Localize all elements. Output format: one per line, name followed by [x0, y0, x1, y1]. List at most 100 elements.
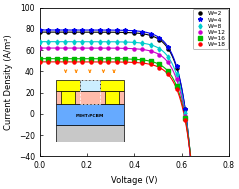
W=18 — [64, 61, 67, 63]
W=4 — [90, 29, 92, 31]
W=16 — [115, 58, 118, 60]
W=18 — [98, 61, 101, 63]
W=12 — [175, 78, 178, 80]
W=2 — [158, 39, 161, 41]
W=12 — [150, 50, 152, 52]
W=4 — [38, 29, 41, 31]
W=12 — [55, 47, 58, 49]
W=2 — [124, 31, 127, 34]
W=12 — [124, 47, 127, 50]
W=12 — [38, 47, 41, 49]
W=16 — [90, 57, 92, 60]
W=4 — [184, 108, 187, 110]
W=12 — [64, 47, 67, 49]
W=16 — [167, 70, 169, 72]
W=18 — [132, 61, 135, 64]
W=4 — [150, 33, 152, 35]
W=8 — [132, 41, 135, 43]
W=16 — [81, 57, 84, 60]
W=2 — [98, 31, 101, 33]
W=2 — [38, 31, 41, 33]
W=2 — [167, 47, 169, 50]
W=18 — [47, 61, 50, 63]
Line: W=16: W=16 — [38, 57, 221, 189]
W=4 — [175, 65, 178, 68]
W=4 — [158, 37, 161, 39]
W=12 — [115, 47, 118, 49]
W=2 — [107, 31, 110, 33]
W=18 — [192, 187, 195, 189]
W=16 — [107, 58, 110, 60]
W=4 — [115, 29, 118, 31]
W=8 — [72, 40, 75, 43]
W=8 — [184, 112, 187, 114]
W=16 — [64, 57, 67, 60]
W=18 — [72, 61, 75, 63]
W=12 — [47, 47, 50, 49]
W=4 — [47, 29, 50, 31]
W=4 — [141, 30, 144, 33]
W=16 — [47, 57, 50, 60]
W=16 — [55, 57, 58, 60]
W=4 — [81, 29, 84, 31]
W=8 — [141, 42, 144, 44]
W=4 — [124, 29, 127, 31]
W=2 — [81, 31, 84, 33]
W=16 — [158, 63, 161, 66]
Line: W=18: W=18 — [38, 60, 221, 189]
W=18 — [167, 73, 169, 75]
W=16 — [192, 186, 195, 188]
W=4 — [72, 29, 75, 31]
W=4 — [107, 29, 110, 31]
Line: W=4: W=4 — [38, 28, 222, 189]
W=8 — [107, 41, 110, 43]
W=16 — [98, 58, 101, 60]
Y-axis label: Current Density (A/m²): Current Density (A/m²) — [4, 34, 13, 130]
W=12 — [141, 48, 144, 51]
W=4 — [132, 30, 135, 32]
W=2 — [115, 31, 118, 33]
W=18 — [115, 61, 118, 63]
W=4 — [55, 29, 58, 31]
W=16 — [132, 58, 135, 60]
W=2 — [64, 31, 67, 33]
W=2 — [47, 31, 50, 33]
W=18 — [184, 119, 187, 121]
W=18 — [38, 61, 41, 63]
W=18 — [124, 61, 127, 63]
W=12 — [72, 47, 75, 49]
W=12 — [107, 47, 110, 49]
W=8 — [167, 56, 169, 58]
W=12 — [81, 47, 84, 49]
W=16 — [124, 58, 127, 60]
W=4 — [64, 29, 67, 31]
W=8 — [38, 40, 41, 43]
W=18 — [55, 61, 58, 63]
W=8 — [124, 41, 127, 43]
W=18 — [175, 88, 178, 90]
W=2 — [72, 31, 75, 33]
W=8 — [64, 40, 67, 43]
W=2 — [150, 34, 152, 37]
W=16 — [150, 60, 152, 63]
W=12 — [167, 61, 169, 64]
W=2 — [184, 108, 187, 110]
W=12 — [98, 47, 101, 49]
W=8 — [47, 40, 50, 43]
W=12 — [132, 48, 135, 50]
W=18 — [150, 63, 152, 66]
W=18 — [107, 61, 110, 63]
W=8 — [115, 41, 118, 43]
X-axis label: Voltage (V): Voltage (V) — [111, 176, 158, 185]
Legend: W=2, W=4, W=8, W=12, W=16, W=18: W=2, W=4, W=8, W=12, W=16, W=18 — [193, 9, 228, 50]
Line: W=2: W=2 — [38, 31, 221, 189]
W=8 — [55, 40, 58, 43]
W=18 — [158, 67, 161, 69]
W=16 — [175, 85, 178, 87]
W=2 — [90, 31, 92, 33]
W=16 — [141, 59, 144, 61]
W=12 — [158, 53, 161, 56]
W=18 — [90, 61, 92, 63]
W=8 — [81, 40, 84, 43]
W=2 — [141, 33, 144, 35]
